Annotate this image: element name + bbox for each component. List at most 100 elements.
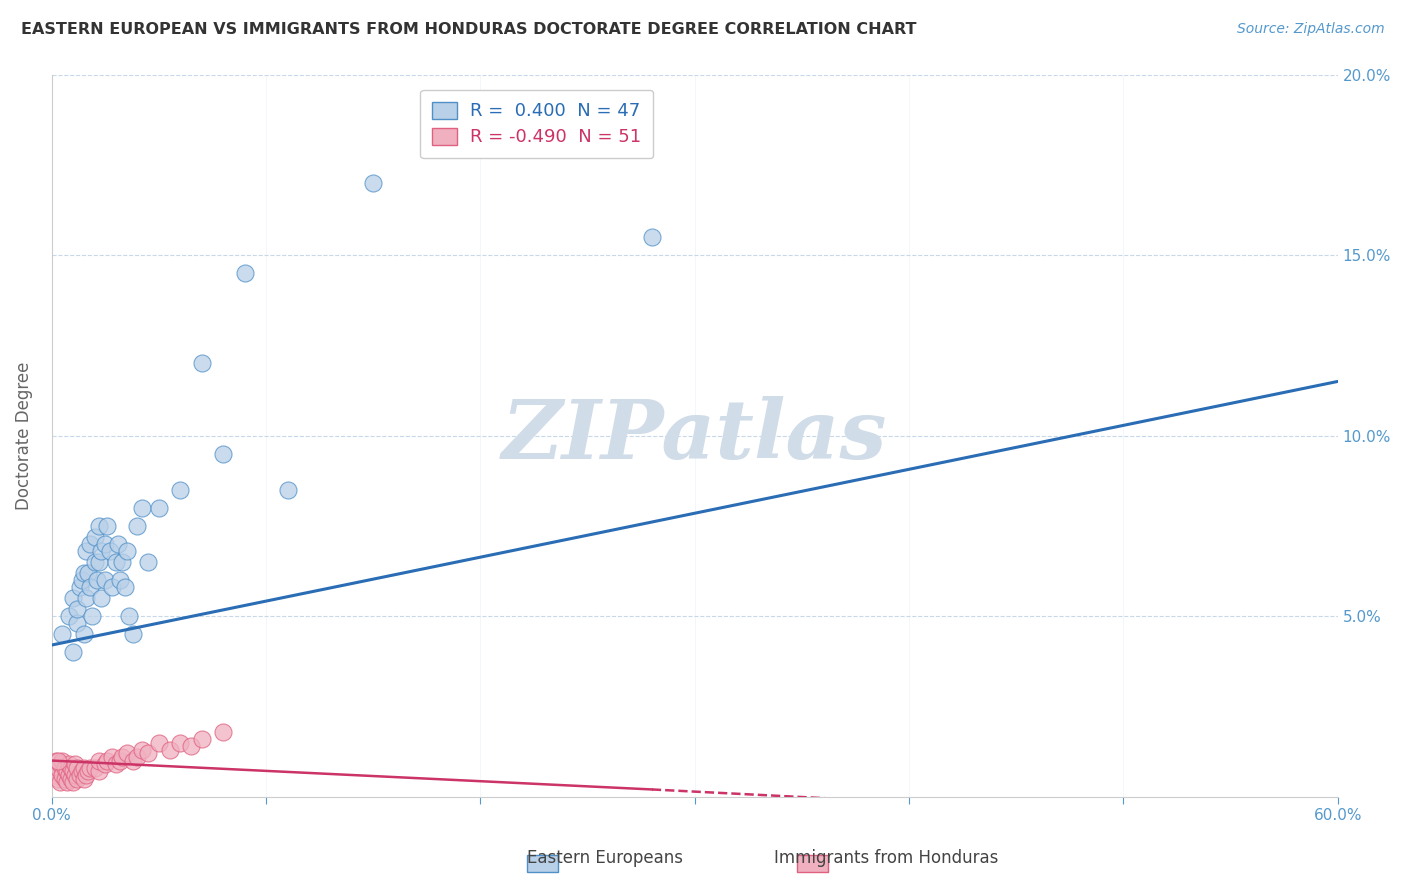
Point: [87, 555, 110, 569]
Point: [127, 519, 149, 533]
Point: [66, 772, 89, 786]
Point: [127, 750, 149, 764]
Point: [42, 761, 65, 775]
Point: [180, 739, 202, 753]
Point: [96, 519, 118, 533]
Point: [58, 609, 80, 624]
Point: [94, 573, 117, 587]
Point: [87, 519, 110, 533]
Point: [70, 573, 93, 587]
Point: [79, 580, 101, 594]
Text: Source: ZipAtlas.com: Source: ZipAtlas.com: [1237, 22, 1385, 37]
Point: [55, 775, 77, 789]
Point: [62, 775, 84, 789]
Point: [212, 447, 235, 461]
Point: [53, 772, 76, 786]
Point: [110, 573, 132, 587]
Point: [62, 764, 84, 779]
Legend: R =  0.400  N = 47, R = -0.490  N = 51: R = 0.400 N = 47, R = -0.490 N = 51: [420, 90, 652, 158]
Point: [75, 544, 97, 558]
Point: [87, 754, 110, 768]
Point: [122, 754, 145, 768]
Point: [83, 530, 105, 544]
Point: [46, 761, 69, 775]
Y-axis label: Doctorate Degree: Doctorate Degree: [15, 361, 32, 510]
Point: [75, 768, 97, 782]
Point: [65, 757, 87, 772]
Point: [60, 761, 83, 775]
Point: [169, 735, 191, 749]
Point: [73, 761, 96, 775]
Point: [79, 537, 101, 551]
Point: [212, 724, 235, 739]
Point: [115, 747, 138, 761]
Point: [77, 764, 100, 779]
Point: [118, 609, 141, 624]
Point: [53, 761, 76, 775]
Point: [100, 750, 122, 764]
Point: [82, 609, 104, 624]
Point: [66, 602, 89, 616]
Point: [169, 483, 191, 497]
Text: Immigrants from Honduras: Immigrants from Honduras: [773, 849, 998, 867]
Point: [100, 580, 122, 594]
Point: [69, 768, 91, 782]
Point: [111, 750, 134, 764]
Point: [98, 544, 121, 558]
Point: [79, 761, 101, 775]
Point: [276, 483, 298, 497]
Point: [94, 757, 117, 772]
Point: [51, 627, 73, 641]
Point: [87, 764, 110, 779]
Point: [49, 775, 72, 789]
Point: [122, 627, 145, 641]
Text: ZIPatlas: ZIPatlas: [502, 395, 887, 475]
Text: EASTERN EUROPEAN VS IMMIGRANTS FROM HONDURAS DOCTORATE DEGREE CORRELATION CHART: EASTERN EUROPEAN VS IMMIGRANTS FROM HOND…: [21, 22, 917, 37]
Point: [58, 768, 80, 782]
Point: [46, 772, 69, 786]
Point: [62, 591, 84, 605]
Point: [55, 764, 77, 779]
Point: [111, 555, 134, 569]
Point: [73, 627, 96, 641]
Point: [51, 754, 73, 768]
Point: [361, 176, 384, 190]
Point: [62, 645, 84, 659]
Point: [75, 591, 97, 605]
Point: [131, 500, 153, 515]
Point: [159, 743, 181, 757]
Point: [83, 761, 105, 775]
Point: [107, 537, 129, 551]
Point: [136, 747, 159, 761]
Point: [70, 764, 93, 779]
Point: [233, 266, 256, 280]
Point: [77, 566, 100, 580]
Point: [105, 757, 128, 772]
Point: [148, 735, 170, 749]
Point: [191, 356, 214, 370]
Text: Eastern Europeans: Eastern Europeans: [527, 849, 682, 867]
Point: [73, 772, 96, 786]
Point: [94, 537, 117, 551]
Point: [90, 544, 112, 558]
Point: [66, 761, 89, 775]
Point: [110, 754, 132, 768]
Point: [69, 580, 91, 594]
Point: [60, 772, 83, 786]
Point: [90, 591, 112, 605]
Point: [114, 580, 136, 594]
Point: [66, 616, 89, 631]
Point: [45, 768, 67, 782]
Point: [191, 731, 214, 746]
Point: [641, 230, 664, 244]
Point: [73, 566, 96, 580]
Point: [45, 754, 67, 768]
Point: [58, 757, 80, 772]
Point: [105, 555, 128, 569]
Point: [83, 555, 105, 569]
Point: [96, 754, 118, 768]
Point: [51, 768, 73, 782]
Point: [49, 757, 72, 772]
Point: [46, 754, 69, 768]
Point: [65, 768, 87, 782]
